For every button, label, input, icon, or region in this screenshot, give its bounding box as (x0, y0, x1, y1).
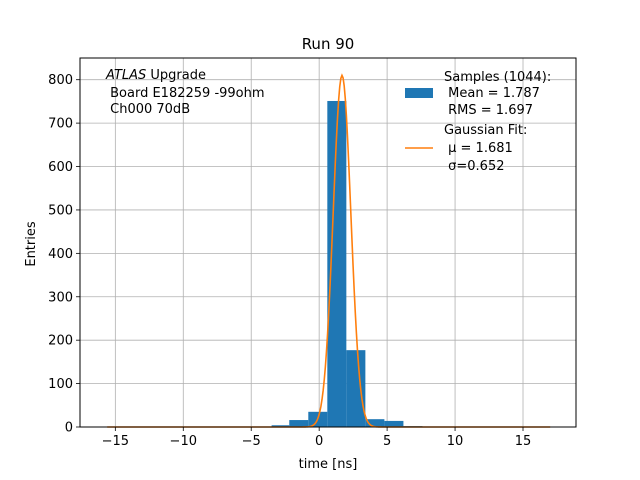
x-tick-label: 5 (383, 434, 391, 449)
annotation-atlas: ATLAS (105, 68, 146, 83)
x-axis-ticks: −15 −10 −5 0 5 10 15 (102, 427, 532, 449)
legend-sigma: σ=0.652 (444, 159, 504, 174)
x-tick-label: −10 (170, 434, 197, 449)
legend-histogram-title: Samples (1044): (444, 70, 551, 85)
legend: Samples (1044): Mean = 1.787 RMS = 1.697… (405, 70, 551, 174)
annotation-line-2: Board E182259 -99ohm (106, 86, 265, 101)
x-tick-label: 0 (315, 434, 323, 449)
histogram-bar (289, 420, 309, 427)
annotation-line-1: ATLAS Upgrade (105, 68, 206, 83)
y-tick-label: 400 (48, 247, 73, 262)
histogram-bars (107, 100, 423, 427)
histogram-bar (365, 419, 385, 427)
histogram-bar (384, 420, 404, 427)
annotation-upgrade: Upgrade (146, 68, 206, 83)
legend-mean: Mean = 1.787 (444, 86, 540, 101)
histogram-bar (327, 100, 347, 427)
histogram-bar (271, 425, 290, 427)
y-axis-ticks: 0 100 200 300 400 500 600 700 800 (48, 73, 80, 436)
y-tick-label: 800 (48, 73, 73, 88)
legend-fit-title: Gaussian Fit: (444, 123, 527, 138)
y-tick-label: 600 (48, 160, 73, 175)
y-tick-label: 0 (65, 421, 73, 436)
x-tick-label: −5 (242, 434, 261, 449)
y-tick-label: 200 (48, 334, 73, 349)
x-tick-label: −15 (102, 434, 129, 449)
legend-histogram-swatch (405, 88, 433, 98)
legend-mu: μ = 1.681 (444, 141, 513, 156)
legend-rms: RMS = 1.697 (444, 103, 533, 118)
x-tick-label: 15 (515, 434, 532, 449)
x-tick-label: 10 (447, 434, 464, 449)
annotation-line-3: Ch000 70dB (106, 102, 190, 117)
y-tick-label: 700 (48, 117, 73, 132)
y-tick-label: 100 (48, 377, 73, 392)
y-axis-label: Entries (24, 221, 39, 267)
y-tick-label: 300 (48, 290, 73, 305)
y-tick-label: 500 (48, 203, 73, 218)
x-axis-label: time [ns] (299, 457, 358, 472)
chart-title: Run 90 (302, 35, 355, 53)
histogram-bar (346, 350, 366, 427)
atlas-annotation: ATLAS Upgrade Board E182259 -99ohm Ch000… (105, 68, 265, 117)
plot-frame (79, 57, 577, 428)
